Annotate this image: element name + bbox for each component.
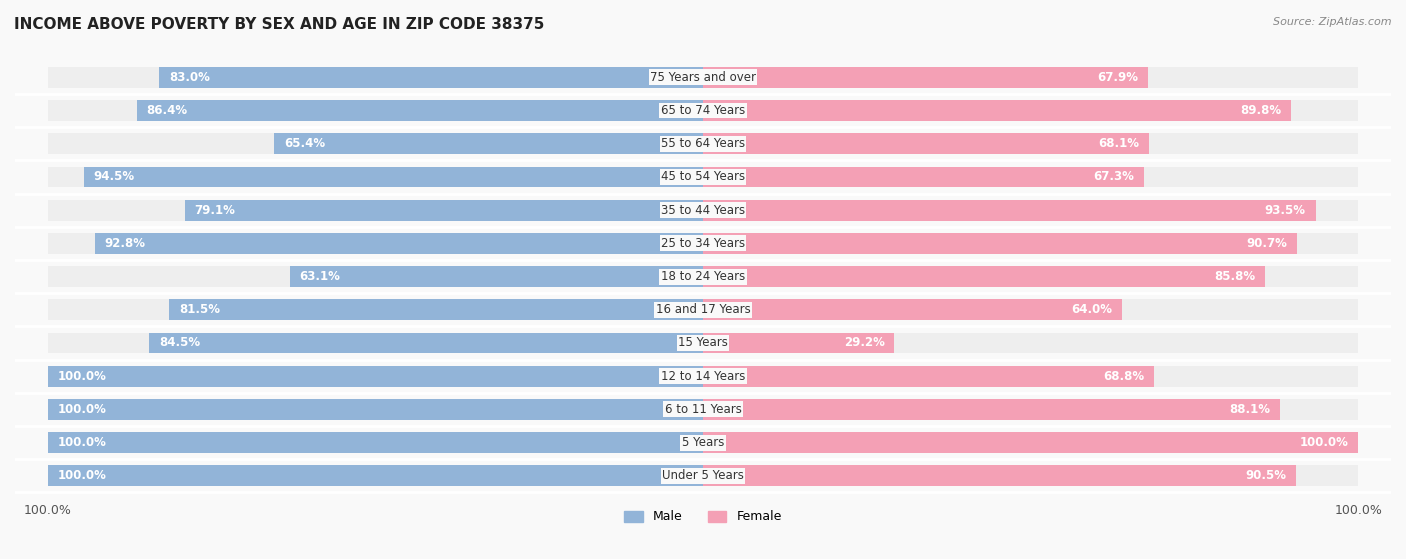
- Bar: [703, 266, 1358, 287]
- Bar: [48, 299, 703, 320]
- Bar: [48, 366, 703, 387]
- Bar: [703, 200, 1316, 221]
- Legend: Male, Female: Male, Female: [619, 505, 787, 528]
- Bar: [703, 366, 1154, 387]
- Bar: [48, 133, 703, 154]
- Bar: [48, 67, 703, 88]
- Text: 6 to 11 Years: 6 to 11 Years: [665, 403, 741, 416]
- Bar: [703, 366, 1358, 387]
- Bar: [703, 399, 1358, 420]
- Text: 90.7%: 90.7%: [1247, 237, 1288, 250]
- Text: 55 to 64 Years: 55 to 64 Years: [661, 138, 745, 150]
- Text: 15 Years: 15 Years: [678, 337, 728, 349]
- Text: 68.8%: 68.8%: [1102, 369, 1144, 383]
- Text: 29.2%: 29.2%: [844, 337, 884, 349]
- Bar: [703, 399, 1281, 420]
- Bar: [48, 266, 703, 287]
- Bar: [703, 133, 1149, 154]
- Text: 89.8%: 89.8%: [1240, 104, 1282, 117]
- Text: 25 to 34 Years: 25 to 34 Years: [661, 237, 745, 250]
- Text: 64.0%: 64.0%: [1071, 304, 1112, 316]
- Bar: [703, 67, 1147, 88]
- Text: 65 to 74 Years: 65 to 74 Years: [661, 104, 745, 117]
- Bar: [48, 233, 703, 254]
- Bar: [703, 299, 1358, 320]
- Bar: [48, 465, 703, 486]
- Bar: [159, 67, 703, 88]
- Text: 67.3%: 67.3%: [1094, 170, 1135, 183]
- Text: 100.0%: 100.0%: [1299, 436, 1348, 449]
- Bar: [703, 465, 1296, 486]
- Text: 35 to 44 Years: 35 to 44 Years: [661, 203, 745, 217]
- Bar: [703, 100, 1291, 121]
- Text: 92.8%: 92.8%: [105, 237, 146, 250]
- Text: 45 to 54 Years: 45 to 54 Years: [661, 170, 745, 183]
- Bar: [136, 100, 703, 121]
- Bar: [703, 200, 1358, 221]
- Text: 75 Years and over: 75 Years and over: [650, 71, 756, 84]
- Bar: [703, 432, 1358, 453]
- Bar: [703, 233, 1298, 254]
- Text: 81.5%: 81.5%: [179, 304, 219, 316]
- Bar: [290, 266, 703, 287]
- Bar: [703, 266, 1265, 287]
- Bar: [48, 167, 703, 187]
- Text: 65.4%: 65.4%: [284, 138, 325, 150]
- Text: Source: ZipAtlas.com: Source: ZipAtlas.com: [1274, 17, 1392, 27]
- Text: 12 to 14 Years: 12 to 14 Years: [661, 369, 745, 383]
- Bar: [703, 133, 1358, 154]
- Text: 100.0%: 100.0%: [58, 436, 107, 449]
- Text: 83.0%: 83.0%: [169, 71, 209, 84]
- Bar: [48, 465, 703, 486]
- Bar: [703, 465, 1358, 486]
- Text: 90.5%: 90.5%: [1246, 470, 1286, 482]
- Bar: [703, 67, 1358, 88]
- Bar: [703, 167, 1144, 187]
- Bar: [48, 333, 703, 353]
- Bar: [48, 432, 703, 453]
- Text: 100.0%: 100.0%: [58, 403, 107, 416]
- Bar: [149, 333, 703, 353]
- Text: 86.4%: 86.4%: [146, 104, 188, 117]
- Bar: [703, 233, 1358, 254]
- Bar: [184, 200, 703, 221]
- Text: 85.8%: 85.8%: [1215, 270, 1256, 283]
- Text: 94.5%: 94.5%: [94, 170, 135, 183]
- Bar: [274, 133, 703, 154]
- Text: 16 and 17 Years: 16 and 17 Years: [655, 304, 751, 316]
- Text: 84.5%: 84.5%: [159, 337, 200, 349]
- Bar: [48, 399, 703, 420]
- Bar: [703, 333, 1358, 353]
- Bar: [48, 366, 703, 387]
- Bar: [48, 100, 703, 121]
- Bar: [48, 200, 703, 221]
- Bar: [703, 167, 1358, 187]
- Bar: [703, 432, 1358, 453]
- Text: 79.1%: 79.1%: [194, 203, 235, 217]
- Text: 100.0%: 100.0%: [58, 369, 107, 383]
- Text: INCOME ABOVE POVERTY BY SEX AND AGE IN ZIP CODE 38375: INCOME ABOVE POVERTY BY SEX AND AGE IN Z…: [14, 17, 544, 32]
- Bar: [96, 233, 703, 254]
- Bar: [48, 399, 703, 420]
- Bar: [703, 333, 894, 353]
- Bar: [84, 167, 703, 187]
- Bar: [703, 100, 1358, 121]
- Text: 63.1%: 63.1%: [299, 270, 340, 283]
- Text: 18 to 24 Years: 18 to 24 Years: [661, 270, 745, 283]
- Text: 5 Years: 5 Years: [682, 436, 724, 449]
- Text: 100.0%: 100.0%: [58, 470, 107, 482]
- Text: 67.9%: 67.9%: [1097, 71, 1137, 84]
- Bar: [703, 299, 1122, 320]
- Bar: [169, 299, 703, 320]
- Text: 93.5%: 93.5%: [1265, 203, 1306, 217]
- Bar: [48, 432, 703, 453]
- Text: 68.1%: 68.1%: [1098, 138, 1139, 150]
- Text: Under 5 Years: Under 5 Years: [662, 470, 744, 482]
- Text: 88.1%: 88.1%: [1229, 403, 1271, 416]
